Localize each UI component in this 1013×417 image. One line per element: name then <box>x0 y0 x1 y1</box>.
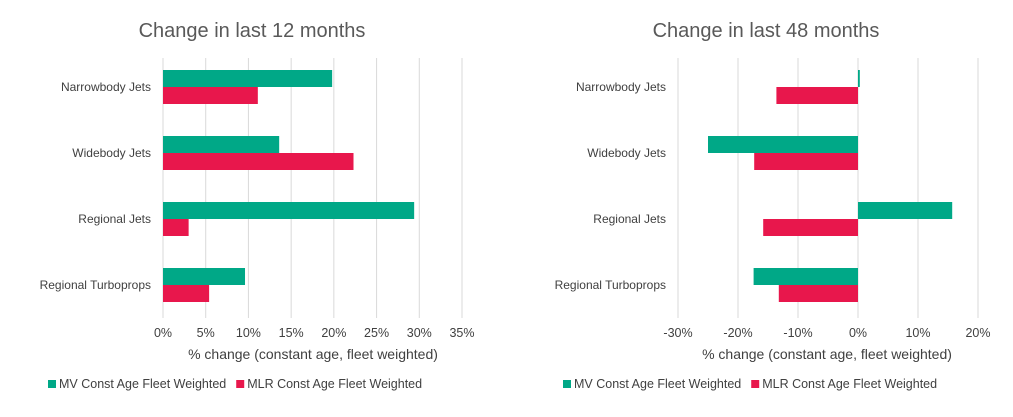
chart-title-right: Change in last 48 months <box>653 20 880 42</box>
category-label: Regional Turboprops <box>555 278 666 292</box>
legend-swatch <box>751 380 760 388</box>
tick-labels-right: -30% -20% -10% 0% 10% 20% <box>663 326 990 340</box>
legend-label: MLR Const Age Fleet Weighted <box>247 377 422 391</box>
legend-swatch <box>48 380 56 388</box>
category-label: Widebody Jets <box>72 146 151 160</box>
x-axis-label-left: % change (constant age, fleet weighted) <box>188 346 438 362</box>
category-label: Narrowbody Jets <box>61 80 151 94</box>
bar <box>753 268 858 285</box>
x-tick-label: 10% <box>905 326 930 340</box>
chart-right: Change in last 48 months Narrowbody Jets… <box>555 20 991 391</box>
bar <box>163 153 354 170</box>
category-label: Widebody Jets <box>587 146 666 160</box>
bars-right <box>708 70 953 302</box>
bar <box>163 268 246 285</box>
bar <box>163 87 258 104</box>
category-labels-right: Narrowbody Jets Widebody Jets Regional Jet… <box>555 80 666 292</box>
x-tick-label: 0% <box>849 326 867 340</box>
bar <box>858 202 953 219</box>
category-label: Regional Jets <box>78 212 151 226</box>
chart-title-left: Change in last 12 months <box>139 20 366 42</box>
bar <box>754 153 858 170</box>
x-tick-label: 20% <box>965 326 990 340</box>
x-tick-label: 20% <box>321 326 346 340</box>
x-tick-label: 5% <box>197 326 215 340</box>
category-labels-left: Narrowbody Jets Widebody Jets Regional Jet… <box>40 80 151 292</box>
bar <box>163 219 189 236</box>
x-tick-label: 30% <box>407 326 432 340</box>
legend-label: MLR Const Age Fleet Weighted <box>762 377 937 391</box>
x-tick-label: 10% <box>236 326 261 340</box>
bar <box>163 70 333 87</box>
bar <box>163 136 280 153</box>
chart-left: Change in last 12 months Narrowbody Jets… <box>40 20 475 391</box>
legend-label: MV Const Age Fleet Weighted <box>574 377 741 391</box>
bar <box>163 202 415 219</box>
legend-right: MV Const Age Fleet Weighted MLR Const Age… <box>563 377 937 391</box>
legend-label: MV Const Age Fleet Weighted <box>59 377 226 391</box>
x-tick-label: -30% <box>663 326 692 340</box>
bar <box>778 285 858 302</box>
bar <box>708 136 858 153</box>
category-label: Regional Turboprops <box>40 278 151 292</box>
category-label: Regional Jets <box>593 212 666 226</box>
bars-left <box>163 70 415 302</box>
x-tick-label: 0% <box>154 326 172 340</box>
bar <box>763 219 858 236</box>
x-tick-label: 25% <box>364 326 389 340</box>
bar <box>858 70 860 87</box>
category-label: Narrowbody Jets <box>576 80 666 94</box>
bar <box>776 87 858 104</box>
x-tick-label: -20% <box>723 326 752 340</box>
legend-left: MV Const Age Fleet Weighted MLR Const Age… <box>48 377 422 391</box>
x-tick-label: -10% <box>783 326 812 340</box>
x-tick-label: 15% <box>279 326 304 340</box>
x-tick-label: 35% <box>449 326 474 340</box>
tick-labels-left: 0% 5% 10% 15% 20% 25% 30% 35% <box>154 326 475 340</box>
legend-swatch <box>563 380 571 388</box>
x-axis-label-right: % change (constant age, fleet weighted) <box>702 346 952 362</box>
bar <box>163 285 210 302</box>
legend-swatch <box>236 380 245 388</box>
